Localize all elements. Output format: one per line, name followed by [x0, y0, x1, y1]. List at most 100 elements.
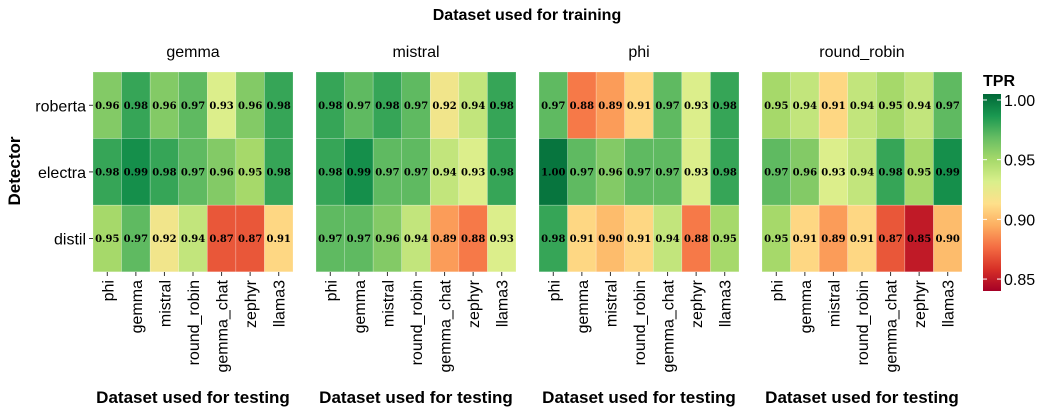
- heatmap-cell: [235, 204, 265, 273]
- heatmap-cell: [710, 204, 740, 273]
- cell-value-label: 0.97: [181, 101, 205, 112]
- cell-value-label: 0.94: [850, 101, 874, 112]
- panel-phi: phi 0.97 0.88 0.89 0.91 0.97 0.93 0.98 1.00 0.97 0…: [538, 44, 740, 407]
- heatmap-cell: [206, 204, 237, 273]
- heatmap-cell: [315, 204, 345, 273]
- x-tick-label: llama3: [718, 280, 735, 327]
- x-tick-label: phi: [769, 280, 786, 301]
- heatmap-cell: [121, 71, 151, 139]
- heatmap-cell: [487, 71, 517, 139]
- x-tick-label: zephyr: [689, 279, 706, 328]
- cell-value-label: 0.98: [267, 167, 291, 178]
- cell-value-label: 0.97: [627, 167, 651, 178]
- heatmap-cell: [875, 204, 906, 273]
- heatmap-cell: [790, 138, 820, 206]
- heatmap-cell: [567, 138, 597, 206]
- heatmap-cell: [315, 71, 345, 139]
- x-tick-label: llama3: [941, 280, 958, 327]
- heatmap-cell: [710, 138, 740, 206]
- legend-title: TPR: [983, 73, 1015, 90]
- heatmap-cell: [933, 138, 963, 206]
- cell-value-label: 0.91: [267, 234, 291, 245]
- x-tick-label: zephyr: [466, 279, 483, 328]
- cell-value-label: 0.96: [209, 167, 233, 178]
- heatmap-cell: [790, 204, 820, 273]
- cell-value-label: 0.98: [541, 234, 565, 245]
- cell-value-label: 0.88: [570, 101, 594, 112]
- cell-value-label: 0.93: [821, 167, 845, 178]
- cell-value-label: 0.98: [318, 167, 342, 178]
- x-tick-label: phi: [323, 280, 340, 301]
- x-axis-label: Dataset used for testing: [319, 388, 513, 407]
- cell-value-label: 0.97: [541, 101, 565, 112]
- heatmap-cell: [681, 71, 711, 139]
- x-tick-label: round_robin: [855, 280, 872, 365]
- heatmap-cell: [624, 138, 654, 206]
- cell-value-label: 0.95: [713, 234, 737, 245]
- heatmap-cell: [818, 138, 849, 206]
- cell-value-label: 0.97: [404, 167, 428, 178]
- cell-value-label: 0.96: [238, 101, 262, 112]
- cell-value-label: 0.93: [684, 167, 708, 178]
- cell-value-label: 0.98: [713, 167, 737, 178]
- heatmap-cell: [429, 204, 460, 273]
- heatmap-cell: [538, 138, 568, 206]
- heatmap-cell: [681, 204, 711, 273]
- cell-value-label: 0.99: [936, 167, 960, 178]
- heatmap-cell: [681, 138, 711, 206]
- heatmap-cell: [624, 204, 654, 273]
- x-tick-label: mistral: [380, 280, 397, 327]
- cell-value-label: 0.98: [878, 167, 902, 178]
- cell-value-label: 0.95: [238, 167, 262, 178]
- heatmap-cell: [264, 138, 294, 206]
- heatmap-cell: [401, 204, 431, 273]
- cell-value-label: 0.94: [432, 167, 456, 178]
- x-tick-label: mistral: [603, 280, 620, 327]
- heatmap-cell: [875, 71, 906, 139]
- heatmap-cell: [149, 204, 180, 273]
- heatmap-cell: [149, 71, 180, 139]
- heatmap-cell: [178, 71, 208, 139]
- cell-value-label: 0.89: [821, 234, 845, 245]
- chart-title: Dataset used for training: [433, 7, 621, 24]
- x-axis-label: Dataset used for testing: [542, 388, 736, 407]
- cell-value-label: 0.97: [570, 167, 594, 178]
- cell-value-label: 0.97: [124, 234, 148, 245]
- cell-value-label: 0.95: [907, 167, 931, 178]
- cell-value-label: 0.95: [764, 101, 788, 112]
- facet-panels: gemma 0.96 0.98 0.96 0.97 0.93 0.96 0.98 0.98 0.9…: [35, 44, 963, 407]
- y-tick-label: distil: [54, 232, 86, 249]
- cell-value-label: 0.89: [432, 234, 456, 245]
- cell-value-label: 0.94: [181, 234, 205, 245]
- cell-value-label: 0.91: [793, 234, 817, 245]
- heatmap-cell: [595, 71, 626, 139]
- cell-value-label: 0.98: [124, 101, 148, 112]
- heatmap-cell: [344, 71, 374, 139]
- x-axis-label: Dataset used for testing: [96, 388, 290, 407]
- cell-value-label: 0.96: [152, 101, 176, 112]
- cell-value-label: 0.97: [347, 101, 371, 112]
- cell-value-label: 0.98: [490, 167, 514, 178]
- x-tick-label: round_robin: [632, 280, 649, 365]
- cell-value-label: 0.98: [152, 167, 176, 178]
- heatmap-cell: [595, 204, 626, 273]
- x-axis-label: Dataset used for testing: [765, 388, 959, 407]
- x-tick-label: llama3: [495, 280, 512, 327]
- heatmap-cell: [761, 138, 791, 206]
- cell-value-label: 0.94: [461, 101, 485, 112]
- cell-value-label: 0.97: [181, 167, 205, 178]
- cell-value-label: 0.97: [655, 167, 679, 178]
- x-tick-label: phi: [100, 280, 117, 301]
- heatmap-cell: [206, 138, 237, 206]
- heatmap-cell: [235, 71, 265, 139]
- x-tick-label: gemma_chat: [884, 279, 901, 372]
- cell-value-label: 0.87: [238, 234, 262, 245]
- panel-title: phi: [628, 44, 649, 61]
- heatmap-cell: [178, 138, 208, 206]
- heatmap-cell: [149, 138, 180, 206]
- cell-value-label: 0.88: [461, 234, 485, 245]
- x-tick-label: zephyr: [243, 279, 260, 328]
- cell-value-label: 0.93: [684, 101, 708, 112]
- cell-value-label: 0.98: [95, 167, 119, 178]
- cell-value-label: 0.91: [570, 234, 594, 245]
